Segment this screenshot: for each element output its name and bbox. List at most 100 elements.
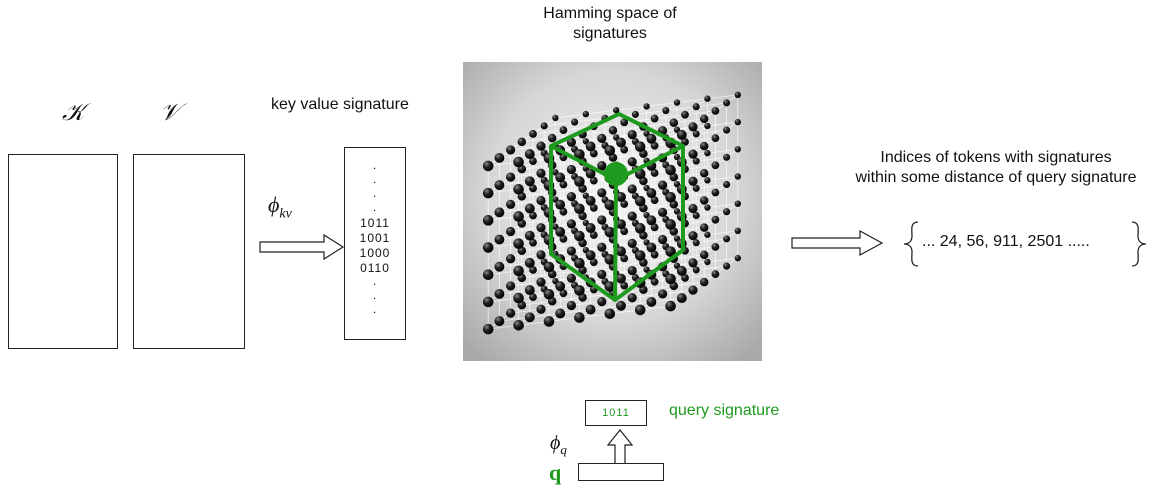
lattice-node (494, 316, 505, 327)
lattice-node (704, 95, 711, 102)
curly-brace-left-icon (903, 221, 919, 267)
lattice-node (574, 149, 585, 160)
lattice-node (559, 126, 568, 134)
lattice-node (555, 199, 566, 210)
query-signature-box: 1011 (585, 400, 647, 426)
lattice-node (650, 250, 659, 259)
lattice-node (589, 149, 598, 158)
lattice-node (517, 137, 527, 147)
lattice-node (536, 250, 546, 260)
lattice-node (574, 257, 585, 269)
lattice-node (688, 122, 698, 132)
lattice-node (627, 211, 637, 221)
lattice-node (681, 274, 689, 282)
lattice-node (585, 250, 596, 261)
lattice-node (524, 203, 535, 214)
lattice-node (665, 219, 676, 230)
lattice-node (692, 184, 700, 192)
lattice-node (734, 200, 741, 207)
lattice-node (597, 297, 607, 307)
value-matrix-box (133, 154, 245, 349)
lattice-node (620, 227, 629, 236)
lattice-node (494, 288, 505, 299)
lattice-node (704, 204, 711, 211)
lattice-node (699, 223, 709, 232)
lattice-node (597, 242, 607, 252)
lattice-node (734, 146, 741, 153)
lattice-node (711, 106, 720, 115)
lattice-node (650, 196, 659, 205)
lattice-node (699, 277, 709, 287)
lattice-node (634, 304, 646, 316)
lattice-node (620, 118, 629, 127)
lattice-node (506, 145, 516, 155)
kv-signature-row: 1001 (359, 231, 391, 245)
lattice-node (627, 265, 637, 276)
lattice-node (650, 277, 659, 286)
lattice-node (494, 207, 505, 218)
lattice-node (734, 91, 741, 99)
lattice-node (711, 134, 720, 142)
lattice-node (723, 99, 731, 107)
lattice-node (665, 246, 676, 257)
kv-signature-row: 1000 (359, 246, 391, 260)
kv-signature-label: key value signature (271, 96, 409, 113)
lattice-node (627, 293, 637, 303)
lattice-node (634, 141, 646, 153)
lattice-node (723, 208, 731, 216)
lattice-node (566, 219, 576, 229)
lattice-node (529, 157, 537, 166)
lattice-node (634, 250, 646, 261)
lattice-node (723, 153, 731, 161)
lattice-node (482, 215, 494, 226)
lattice-node (506, 226, 516, 237)
lattice-node (650, 169, 659, 177)
lattice-node (650, 223, 659, 232)
lattice-node (723, 180, 731, 189)
lattice-node (646, 215, 657, 226)
lattice-node (692, 103, 700, 111)
lattice-node (555, 226, 566, 237)
lattice-node (665, 273, 676, 285)
lattice-node (540, 122, 548, 130)
hamming-title-line-2: signatures (573, 25, 647, 42)
lattice-node (543, 316, 555, 327)
lattice-node (613, 107, 620, 114)
lattice-node (604, 226, 616, 238)
lattice-node (506, 281, 516, 291)
indices-label: Indices of tokens with signatures within… (826, 148, 1166, 188)
lattice-node (574, 312, 585, 323)
hamming-space-title: Hamming space of signatures (490, 4, 730, 44)
lattice-node (699, 196, 709, 205)
lattice-node (555, 172, 566, 183)
lattice-node (650, 141, 659, 150)
lattice-node (665, 300, 676, 312)
lattice-node (616, 219, 626, 230)
lattice-node (566, 273, 576, 283)
lattice-node (646, 188, 657, 199)
lattice-node (620, 145, 629, 154)
lattice-node (681, 110, 689, 119)
lattice-node (552, 114, 559, 122)
lattice-node (658, 289, 668, 299)
lattice-node (559, 289, 568, 298)
lattice-node (704, 258, 711, 266)
lattice-node (585, 223, 596, 233)
lattice-node (506, 199, 516, 209)
kv-signature-row: 1011 (360, 216, 390, 230)
lattice-node (482, 160, 494, 172)
lattice-node (604, 254, 616, 265)
lattice-node (692, 211, 700, 220)
lattice-node (597, 188, 607, 198)
lattice-node (662, 107, 670, 115)
lattice-node (559, 207, 568, 216)
phi-kv-label: ϕkv (268, 192, 292, 222)
lattice-node (631, 110, 639, 118)
lattice-node (688, 285, 698, 295)
arrow-right-outline-icon (791, 229, 884, 257)
kv-signature-column: . . . . 1011 1001 1000 0110 . . . (344, 147, 406, 340)
phi-kv-base: ϕ (268, 192, 280, 217)
lattice-node (494, 234, 505, 245)
lattice-node (734, 118, 741, 126)
lattice-node (711, 215, 720, 224)
